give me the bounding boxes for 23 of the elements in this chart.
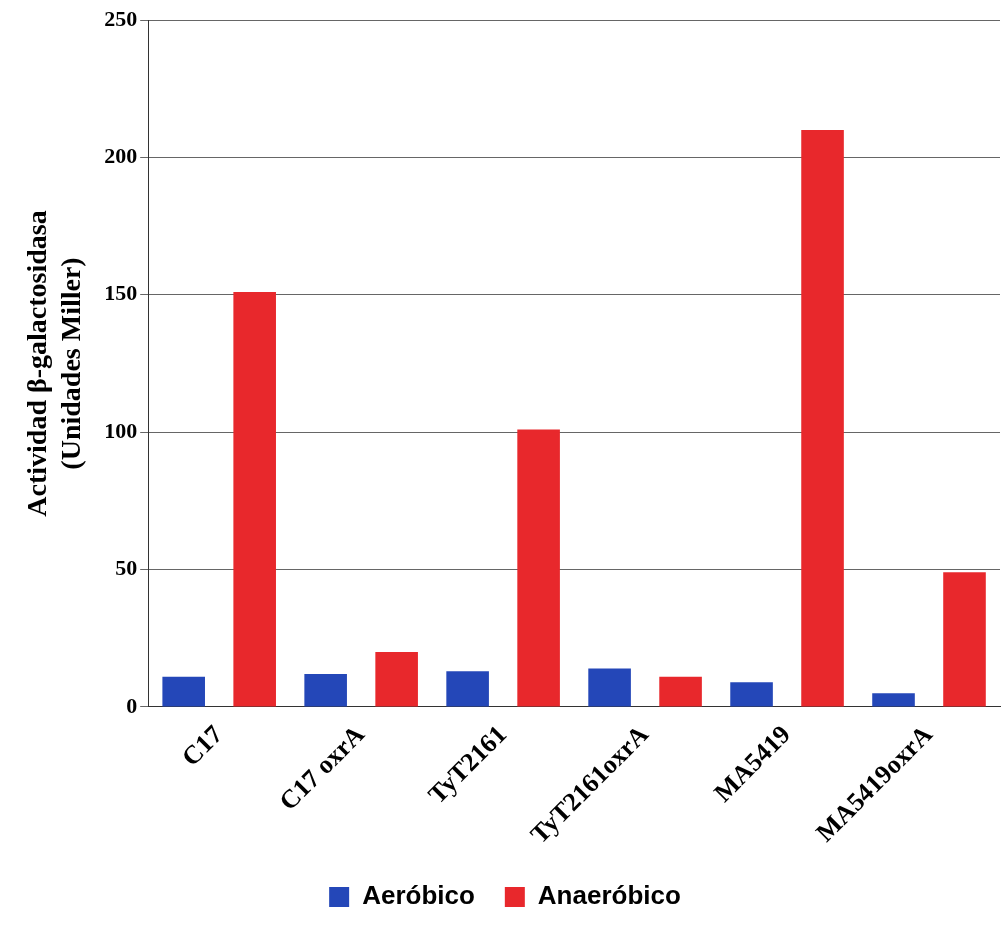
y-tick-label: 0 bbox=[126, 692, 138, 718]
y-axis-title: Actividad β-galactosidasa (Unidades Miller) bbox=[21, 210, 86, 517]
bar bbox=[872, 693, 915, 707]
bar bbox=[659, 676, 702, 707]
bar bbox=[730, 682, 773, 707]
y-tick-label: 100 bbox=[104, 417, 138, 443]
bar bbox=[304, 674, 347, 707]
bar bbox=[233, 292, 276, 707]
x-tick-label: C17 bbox=[176, 719, 229, 772]
y-tick-label: 250 bbox=[104, 5, 138, 31]
bar bbox=[162, 676, 205, 707]
bar bbox=[801, 129, 844, 707]
bar bbox=[446, 671, 489, 707]
bar bbox=[375, 652, 418, 707]
legend-label: Anaeróbico bbox=[537, 880, 681, 911]
x-tick-label: C17 oxrA bbox=[273, 719, 371, 817]
legend-label: Aeróbico bbox=[362, 880, 475, 911]
bar bbox=[943, 572, 986, 707]
bar bbox=[588, 668, 631, 707]
bar bbox=[517, 429, 560, 707]
y-tick-label: 150 bbox=[104, 280, 138, 306]
y-tick-label: 50 bbox=[115, 555, 138, 581]
y-tick-label: 200 bbox=[104, 143, 138, 169]
